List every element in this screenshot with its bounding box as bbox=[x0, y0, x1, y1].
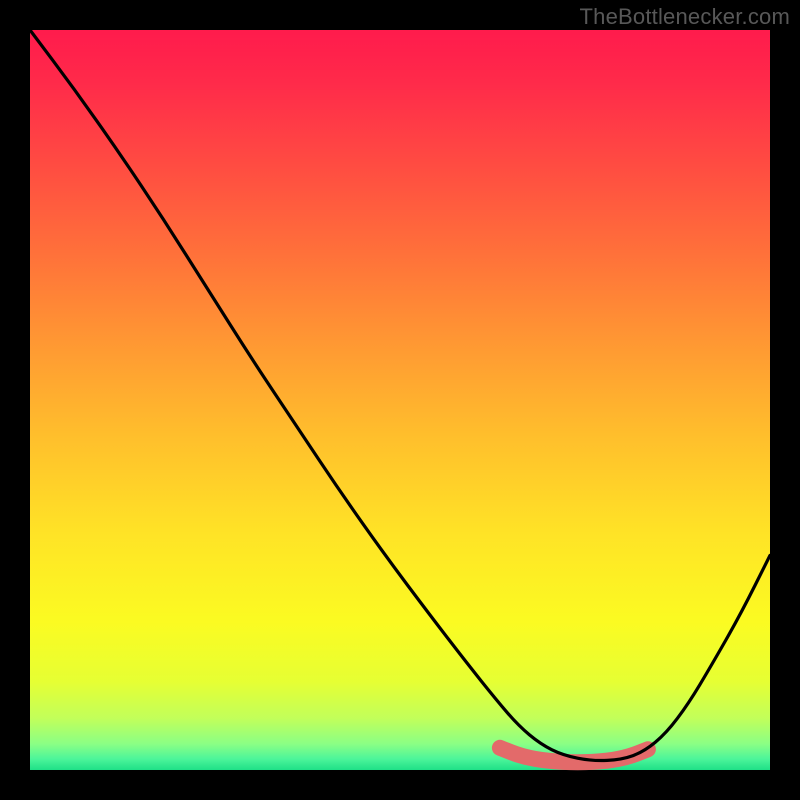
bottleneck-curve-chart bbox=[0, 0, 800, 800]
gradient-background bbox=[30, 30, 770, 770]
chart-canvas: TheBottlenecker.com bbox=[0, 0, 800, 800]
watermark-text: TheBottlenecker.com bbox=[580, 4, 790, 30]
